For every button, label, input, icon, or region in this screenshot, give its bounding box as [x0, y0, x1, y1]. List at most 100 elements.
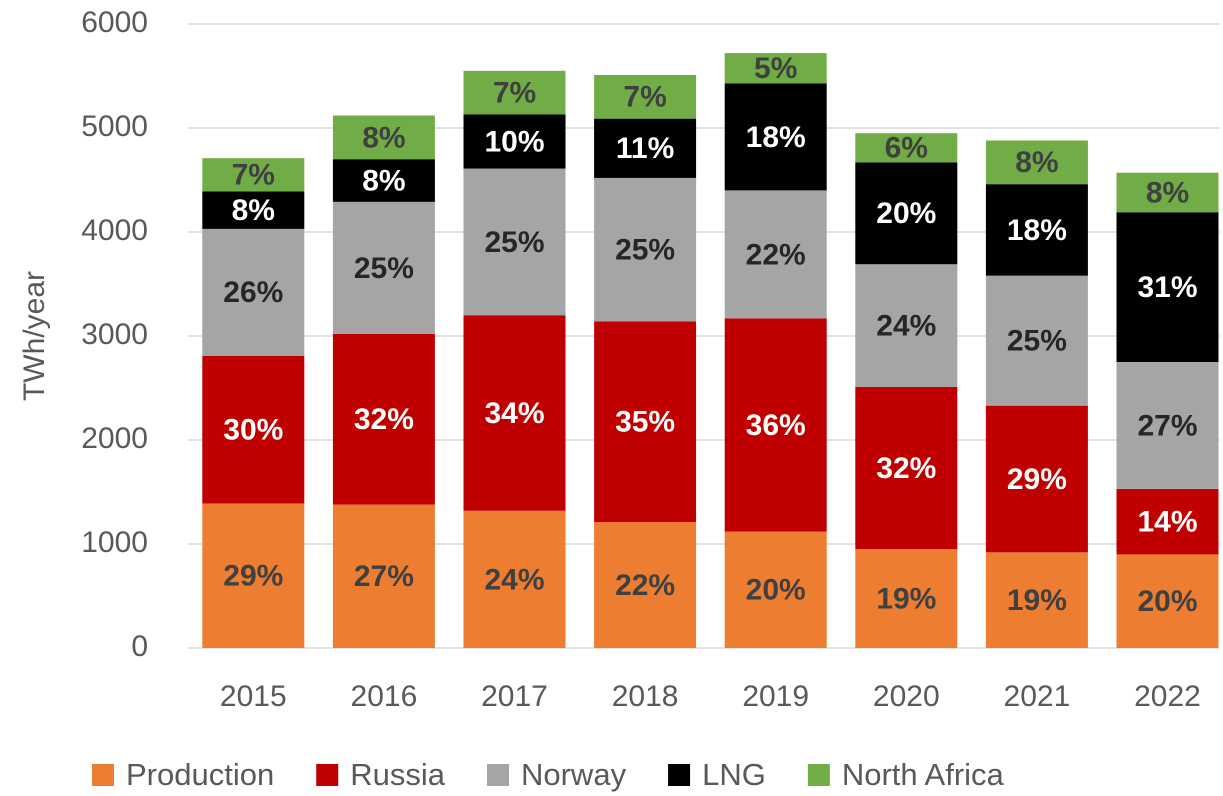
bar-segment — [594, 522, 697, 648]
bar-segment — [463, 510, 566, 648]
x-tick-label: 2018 — [612, 680, 679, 713]
segment-label: 31% — [1137, 271, 1197, 304]
bar-segment — [1116, 488, 1219, 555]
bar-segment — [855, 549, 958, 648]
legend-swatch — [316, 764, 339, 786]
segment-label: 36% — [746, 409, 806, 442]
segment-label: 25% — [615, 234, 675, 267]
segment-label: 25% — [354, 252, 414, 285]
segment-label: 7% — [493, 77, 536, 110]
legend-swatch — [92, 764, 114, 786]
segment-label: 25% — [484, 226, 544, 259]
bar-segment — [1116, 362, 1219, 489]
segment-label: 19% — [876, 583, 936, 616]
bar-segment — [724, 531, 827, 648]
segment-label: 20% — [746, 574, 806, 607]
segment-label: 30% — [223, 414, 283, 447]
bar-segment — [332, 333, 435, 505]
x-tick-label: 2021 — [1004, 680, 1071, 713]
segment-label: 18% — [1007, 214, 1067, 247]
bar-segment — [463, 70, 566, 115]
segment-label: 32% — [354, 403, 414, 436]
y-tick-label: 0 — [131, 630, 148, 663]
bar-segment — [724, 83, 827, 191]
legend-label: North Africa — [842, 757, 1005, 792]
legend-label: LNG — [702, 757, 766, 792]
segment-label: 22% — [615, 569, 675, 602]
bar-segment — [332, 159, 435, 202]
bar-segment — [855, 162, 958, 265]
segment-label: 8% — [362, 121, 405, 154]
bar-segment — [463, 168, 566, 316]
segment-label: 35% — [615, 406, 675, 439]
segment-label: 14% — [1137, 506, 1197, 539]
segment-label: 32% — [876, 452, 936, 485]
legend-label: Production — [126, 757, 274, 792]
segment-label: 11% — [616, 132, 674, 165]
bar-segment — [855, 133, 958, 163]
legend-label: Russia — [350, 757, 446, 792]
bar-segment — [463, 315, 566, 511]
segment-label: 20% — [876, 197, 936, 230]
segment-label: 24% — [484, 563, 544, 596]
x-tick-label: 2017 — [481, 680, 548, 713]
bar-segment — [202, 503, 305, 648]
segment-label: 27% — [354, 560, 414, 593]
bar-segment — [855, 264, 958, 387]
segment-label: 8% — [1146, 176, 1189, 209]
segment-label: 22% — [746, 238, 806, 271]
segment-label: 26% — [223, 276, 283, 309]
legend-swatch — [486, 764, 509, 786]
segment-label: 5% — [754, 52, 797, 85]
y-tick-label: 3000 — [81, 318, 148, 351]
segment-label: 19% — [1007, 584, 1067, 617]
bar-segment — [202, 158, 305, 192]
segment-label: 7% — [623, 81, 666, 114]
y-tick-label: 1000 — [81, 526, 148, 559]
bar-segment — [594, 177, 697, 322]
bar-segment — [202, 191, 305, 229]
legend-swatch — [807, 764, 830, 786]
segment-label: 7% — [232, 159, 275, 192]
segment-label: 25% — [1007, 325, 1067, 358]
x-tick-label: 2015 — [220, 680, 287, 713]
bar-segment — [724, 318, 827, 532]
segment-label: 10% — [484, 125, 544, 158]
x-tick-label: 2022 — [1134, 680, 1201, 713]
segment-label: 18% — [746, 121, 806, 154]
legend-swatch — [668, 764, 691, 786]
segment-label: 8% — [1015, 146, 1058, 179]
y-tick-label: 5000 — [81, 110, 148, 143]
bar-segment — [332, 115, 435, 160]
segment-label: 27% — [1137, 409, 1197, 442]
bar-segment — [724, 190, 827, 319]
bar-segment — [1116, 554, 1219, 648]
segment-label: 29% — [1007, 463, 1067, 496]
bar-segment — [985, 184, 1088, 276]
y-tick-label: 6000 — [81, 6, 148, 39]
segment-label: 29% — [223, 560, 283, 593]
segment-label: 8% — [232, 194, 275, 227]
bar-segment — [463, 114, 566, 169]
bar-segment — [202, 355, 305, 504]
bar-segment — [202, 228, 305, 356]
bar-segment — [1116, 212, 1219, 362]
y-axis-label: TWh/year — [18, 271, 51, 401]
x-tick-label: 2019 — [742, 680, 809, 713]
segment-label: 6% — [885, 132, 928, 165]
bar-segment — [855, 386, 958, 550]
segment-label: 20% — [1137, 585, 1197, 618]
bar-segment — [594, 321, 697, 523]
x-tick-label: 2016 — [351, 680, 418, 713]
segment-label: 34% — [484, 397, 544, 430]
y-tick-label: 4000 — [81, 214, 148, 247]
segment-label: 24% — [876, 310, 936, 343]
bar-segment — [594, 74, 697, 119]
bar-segment — [332, 201, 435, 334]
bar-segment — [594, 118, 697, 178]
y-tick-label: 2000 — [81, 422, 148, 455]
bar-segment — [985, 552, 1088, 648]
bar-segment — [985, 275, 1088, 406]
segment-label: 8% — [362, 164, 405, 197]
